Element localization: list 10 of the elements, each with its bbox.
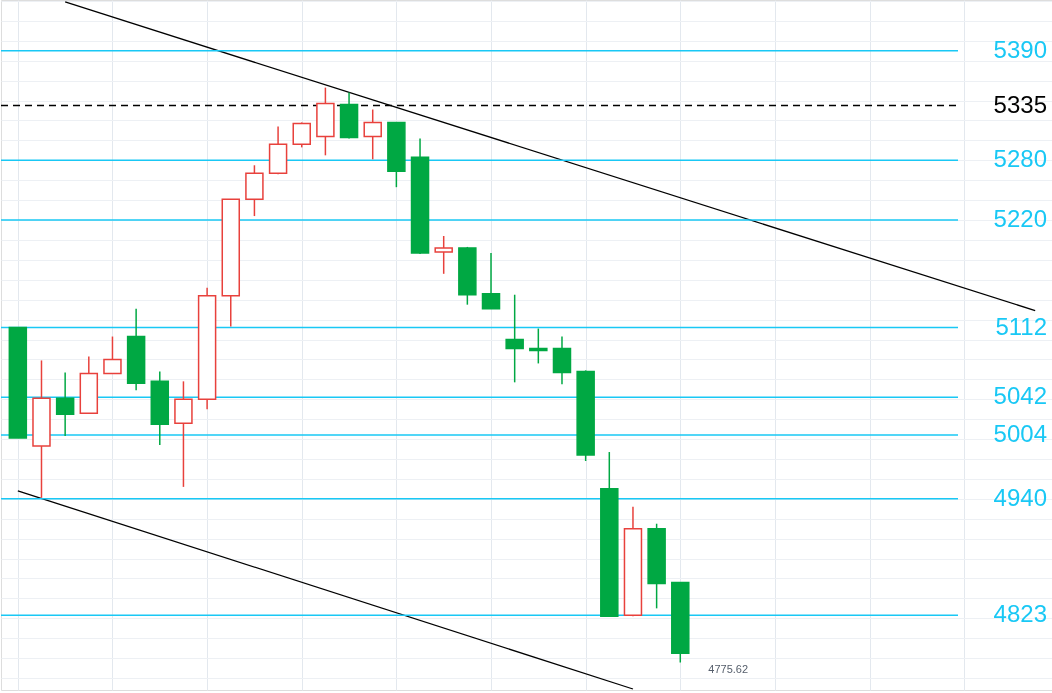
ref-line-label: 5280 bbox=[993, 145, 1047, 173]
ref-line-label: 4940 bbox=[993, 483, 1047, 511]
ref-line-label: 5042 bbox=[993, 382, 1047, 410]
ref-line-label: 4823 bbox=[993, 600, 1047, 628]
ref-line-label: 5220 bbox=[993, 205, 1047, 233]
annotation: 4775.62 bbox=[708, 663, 749, 676]
ref-line-label: 5390 bbox=[993, 35, 1047, 63]
ref-line-label: 5335 bbox=[993, 90, 1047, 118]
ref-line-label: 5112 bbox=[995, 312, 1047, 340]
ref-line-label: 5004 bbox=[993, 420, 1047, 448]
